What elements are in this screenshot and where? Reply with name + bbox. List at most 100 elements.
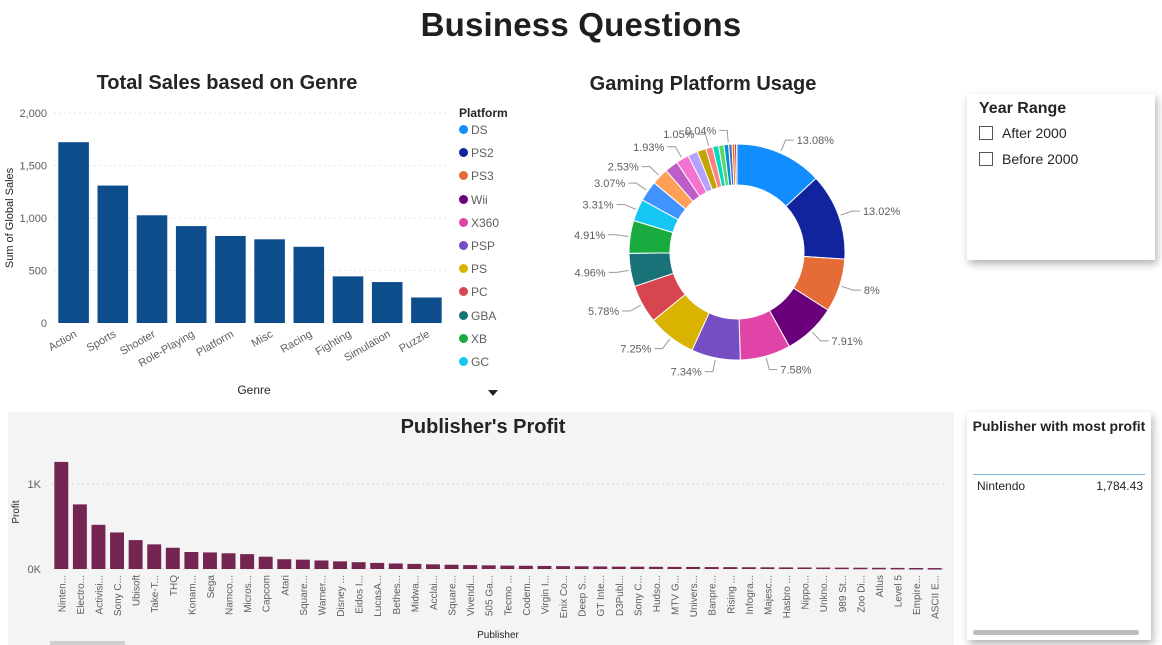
donut-data-label: 4.96% (575, 267, 606, 279)
legend-item[interactable]: PSP (459, 239, 508, 262)
legend-item[interactable]: Wii (459, 193, 508, 216)
x-tick-label: Konam... (187, 575, 198, 615)
x-tick-label: Majesc... (763, 575, 774, 615)
publisher-bar (314, 560, 329, 569)
legend-label: DS (471, 123, 488, 137)
leader-line (616, 204, 636, 210)
donut-data-label: 1.05% (663, 129, 694, 141)
genre-bar (175, 226, 207, 323)
x-tick-label: Virgin I... (540, 575, 551, 614)
publisher-bar (295, 559, 310, 569)
donut-data-label: 3.31% (582, 200, 613, 212)
x-tick-label: Banpre... (708, 575, 719, 616)
x-tick-label: Acclai... (429, 575, 440, 610)
x-tick-label: Tecmo ... (503, 575, 514, 616)
legend-dot-icon (459, 356, 468, 366)
publisher-bar (648, 566, 663, 569)
legend-item[interactable]: PS2 (459, 146, 508, 169)
legend-item[interactable]: PC (459, 285, 508, 308)
publisher-bar (890, 567, 905, 570)
genre-bar (58, 142, 89, 323)
x-tick-label: Square... (448, 575, 459, 616)
y-axis-title: Sum of Global Sales (4, 167, 16, 268)
x-tick-label: 989 St... (838, 575, 849, 612)
publisher-profit-chart[interactable]: 0K 1K Ninten... Electro... Activisi... Sony C… (8, 412, 954, 645)
publisher-bar (481, 565, 496, 569)
publisher-bar (54, 461, 69, 569)
legend-label: PS (471, 262, 488, 277)
x-tick-label: Sony C... (113, 575, 124, 616)
legend-label: PSP (471, 238, 496, 253)
card-scrollbar[interactable] (973, 630, 1139, 635)
horizontal-scrollbar[interactable] (50, 641, 125, 645)
option-after-2000[interactable]: After 2000 (979, 125, 1067, 141)
x-tick-label: Hasbro ... (782, 575, 793, 618)
donut-data-label: 8% (864, 285, 880, 297)
publisher-bar (537, 565, 552, 569)
legend-item[interactable]: XB (459, 332, 508, 355)
genre-bar (293, 246, 325, 323)
option-before-2000[interactable]: Before 2000 (979, 151, 1078, 167)
leader-line (608, 269, 629, 273)
leader-line (780, 139, 794, 152)
y-tick-label: 1,500 (19, 161, 47, 173)
y-tick-label: 500 (29, 266, 47, 278)
leader-line (811, 331, 829, 342)
legend-label: XB (471, 331, 488, 346)
legend-dot-icon (459, 194, 468, 204)
option-label: Before 2000 (1002, 151, 1079, 167)
genre-bar (97, 185, 129, 323)
legend-dot-icon (459, 148, 468, 158)
x-tick-label: D3Publ... (615, 575, 626, 616)
genre-bar (215, 235, 246, 323)
legend-title: Platform (459, 106, 508, 120)
x-tick-label: LucasA... (373, 575, 384, 617)
x-tick-label: Disney ... (336, 575, 347, 617)
chevron-down-icon[interactable] (487, 388, 499, 398)
publisher-bar (370, 562, 385, 569)
legend-dot-icon (459, 217, 468, 227)
legend-item[interactable]: GBA (459, 309, 508, 332)
leader-line (841, 285, 861, 291)
x-tick-label: 505 Ga... (485, 575, 496, 616)
x-tick-label: Activisi... (94, 575, 105, 614)
genre-bar (411, 297, 442, 323)
legend-item[interactable]: DS (459, 123, 508, 146)
legend-item[interactable]: PS3 (459, 169, 508, 192)
publisher-bar (277, 559, 292, 569)
legend-dot-icon (459, 125, 468, 134)
option-label: After 2000 (1002, 125, 1067, 141)
x-tick-label: Misc (250, 328, 276, 350)
checkbox-icon[interactable] (979, 126, 993, 140)
publisher-bar (834, 567, 849, 570)
legend-item[interactable]: X360 (459, 216, 508, 239)
donut-data-label: 5.78% (588, 306, 619, 318)
legend-item[interactable]: GC (459, 355, 508, 378)
legend-item[interactable]: PS (459, 262, 508, 285)
leader-line (622, 304, 641, 312)
donut-data-label: 3.07% (594, 178, 625, 190)
donut-data-label: 13.08% (797, 135, 835, 147)
publisher-bar (91, 524, 106, 569)
legend-label: Wii (471, 192, 488, 207)
publisher-bar (816, 567, 831, 570)
legend-label: X360 (471, 215, 500, 230)
donut-data-label: 4.91% (574, 230, 605, 242)
x-tick-label: Atari (280, 575, 291, 596)
table-row[interactable]: Nintendo 1,784.43 (977, 479, 1143, 493)
publisher-bar (611, 566, 626, 569)
x-tick-label: Empire... (912, 575, 923, 615)
donut-data-label: 7.58% (780, 365, 811, 377)
x-tick-label: Eidos I... (355, 575, 366, 614)
x-tick-label: Warner... (317, 575, 328, 615)
x-tick-label: Hudso... (652, 575, 663, 612)
x-tick-label: Midwa... (410, 575, 421, 612)
legend-label: PS2 (471, 146, 494, 161)
y-tick-label: 1K (28, 479, 42, 491)
x-tick-label: Electro... (76, 575, 87, 614)
publisher-bar (853, 567, 868, 570)
checkbox-icon[interactable] (979, 152, 993, 166)
publisher-bar (741, 567, 756, 569)
platform-donut-chart[interactable]: 13.08% 13.02% 8% 7.91% 7.58% 7.34% 7.25% 5.78% 4… (536, 100, 936, 400)
